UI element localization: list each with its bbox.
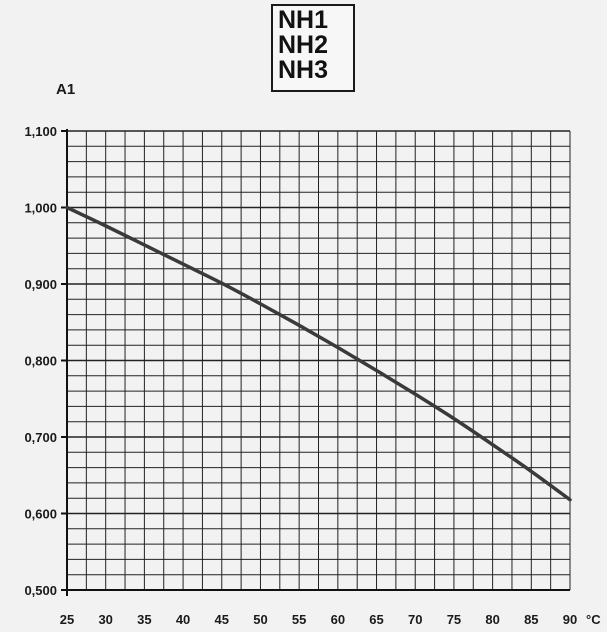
y-axis-label: A1 (56, 81, 75, 98)
y-tick-label: 0,700 (24, 430, 57, 445)
x-unit-label: °C (586, 612, 601, 627)
x-tick-label: 40 (176, 612, 190, 627)
data-point (220, 282, 223, 285)
x-tick-label: 25 (60, 612, 74, 627)
data-point (298, 324, 300, 327)
data-point (375, 369, 378, 372)
x-tick-label: 75 (447, 612, 461, 627)
y-tick-label: 1,000 (24, 201, 57, 216)
title-line-1: NH1 (278, 6, 329, 34)
series-layer (65, 205, 572, 502)
x-tick-label: 30 (98, 612, 112, 627)
data-point (414, 393, 417, 395)
grid (66, 130, 571, 591)
y-tick-label: 1,100 (24, 124, 57, 139)
series-line (65, 205, 572, 502)
title-line-2: NH2 (278, 31, 329, 59)
data-point (453, 417, 455, 420)
y-tick-label: 0,900 (24, 277, 57, 292)
data-point (337, 346, 339, 349)
y-tick-label: 0,600 (24, 507, 57, 522)
data-point (530, 470, 533, 473)
x-tick-label: 90 (563, 612, 577, 627)
x-tick-label: 65 (369, 612, 383, 627)
x-tick-label: 45 (215, 612, 229, 627)
x-tick-label: 55 (292, 612, 306, 627)
x-tick-label: 50 (253, 612, 267, 627)
title-line-3: NH3 (278, 56, 329, 84)
y-tick-label: 0,500 (24, 583, 57, 598)
tick-labels: 0,500 0,600 0,700 0,800 0,900 1,000 1,100 25 30 3… (24, 124, 577, 627)
x-tick-label: 85 (524, 612, 538, 627)
data-point (104, 225, 107, 227)
data-point (491, 443, 494, 446)
y-tick-label: 0,800 (24, 354, 57, 369)
data-point (259, 303, 262, 305)
x-tick-label: 60 (331, 612, 345, 627)
axes (61, 129, 570, 596)
data-point (66, 206, 68, 209)
title-box: NH1 NH2 NH3 (271, 4, 355, 92)
x-tick-label: 70 (408, 612, 422, 627)
data-point (569, 498, 571, 501)
x-tick-label: 80 (485, 612, 499, 627)
data-point (143, 244, 146, 246)
data-point (182, 263, 184, 265)
x-tick-label: 35 (137, 612, 151, 627)
